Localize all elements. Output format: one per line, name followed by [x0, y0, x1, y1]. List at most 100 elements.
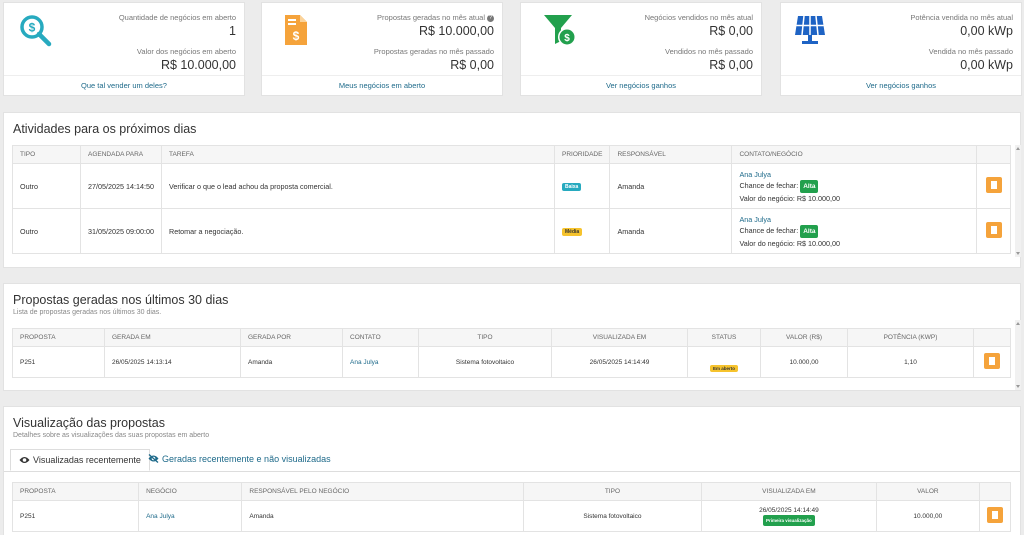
priority-badge: Média	[562, 228, 583, 236]
table-header: PROPOSTA GERADA EM GERADA POR CONTATO TI…	[12, 328, 1011, 347]
section-subtitle: Lista de propostas geradas nos últimos 3…	[13, 309, 162, 316]
document-button[interactable]	[985, 222, 1002, 238]
stat-value-1: R$ 10.000,00	[418, 24, 494, 38]
stat-label-2: Valor dos negócios em aberto	[136, 47, 236, 56]
funnel-dollar-icon: $	[544, 15, 576, 46]
col-proposta: PROPOSTA	[11, 482, 140, 501]
cell-tipo: Sistema fotovoltaico	[418, 346, 552, 378]
stat-value-1: 0,00 kWp	[960, 24, 1013, 38]
stat-link[interactable]: Meus negócios em aberto	[338, 81, 426, 90]
document-button[interactable]	[987, 507, 1003, 523]
tab-divider	[4, 471, 1020, 472]
eye-icon	[19, 451, 30, 472]
col-valor: VALOR (R$)	[760, 328, 848, 347]
col-potencia: POTÊNCIA (KWP)	[847, 328, 974, 347]
activities-panel: Atividades para os próximos dias TIPO AG…	[3, 112, 1021, 268]
scrollbar[interactable]	[1015, 320, 1021, 390]
table-row: P251 Ana Julya Amanda Sistema fotovoltai…	[11, 500, 1011, 532]
invoice-dollar-icon: $	[285, 15, 307, 45]
cell-visualizada: 26/05/2025 14:14:49	[551, 346, 688, 378]
section-title: Visualização das propostas	[13, 416, 165, 430]
chance-line: Chance de fechar: Alta	[739, 179, 969, 193]
col-tipo: TIPO	[12, 145, 81, 164]
col-tarefa: TAREFA	[161, 145, 555, 164]
cell-proposta: P251	[11, 500, 140, 532]
activities-table: TIPO AGENDADA PARA TAREFA PRIORIDADE RES…	[12, 145, 1011, 254]
stat-label-2: Propostas geradas no mês passado	[373, 47, 494, 56]
tab-not-viewed[interactable]: Geradas recentemente e não visualizadas	[140, 449, 339, 471]
cell-actions	[973, 346, 1011, 378]
col-gerada-por: GERADA POR	[240, 328, 343, 347]
stat-link[interactable]: Ver negócios ganhos	[865, 81, 937, 90]
cell-tipo: Outro	[12, 208, 81, 254]
stat-label-2: Vendida no mês passado	[928, 47, 1013, 56]
stat-value-1: 1	[229, 24, 236, 38]
chance-label: Chance de fechar:	[739, 180, 799, 190]
col-valor: VALOR	[875, 482, 981, 501]
priority-badge: Baixa	[562, 183, 582, 191]
cell-tipo: Sistema fotovoltaico	[522, 500, 703, 532]
divider	[262, 75, 502, 76]
cell-contato: Ana Julya Chance de fechar: Alta Valor d…	[731, 208, 978, 254]
stat-value-2: R$ 0,00	[709, 58, 753, 72]
contact-link[interactable]: Ana Julya	[739, 169, 772, 179]
contact-link[interactable]: Ana Julya	[342, 346, 419, 378]
stat-card-power: Potência vendida no mês atual 0,00 kWp V…	[780, 2, 1022, 96]
deal-value: Valor do negócio: R$ 10.000,00	[739, 193, 841, 203]
tab-label: Visualizadas recentemente	[33, 455, 141, 465]
table-row: Outro 27/05/2025 14:14:50 Verificar o qu…	[12, 163, 1011, 209]
cell-contato: Ana Julya Chance de fechar: Alta Valor d…	[731, 163, 978, 209]
contact-link[interactable]: Ana Julya	[739, 214, 772, 224]
cell-gerada-por: Amanda	[240, 346, 343, 378]
svg-text:$: $	[564, 33, 570, 44]
chance-line: Chance de fechar: Alta	[739, 224, 969, 238]
document-button[interactable]	[984, 353, 1000, 369]
stat-link[interactable]: Que tal vender um deles?	[81, 81, 167, 90]
views-table: PROPOSTA NEGÓCIO RESPONSÁVEL PELO NEGÓCI…	[11, 482, 1011, 532]
stat-label-1: Potência vendida no mês atual	[910, 13, 1013, 22]
chance-badge: Alta	[800, 179, 819, 193]
col-responsavel: RESPONSÁVEL	[609, 145, 733, 164]
scrollbar[interactable]	[1015, 145, 1021, 257]
help-icon[interactable]: ?	[487, 15, 494, 22]
stat-value-1: R$ 0,00	[709, 24, 753, 38]
cell-actions	[976, 208, 1011, 254]
deal-link[interactable]: Ana Julya	[138, 500, 243, 532]
divider	[521, 75, 761, 76]
divider	[781, 75, 1021, 76]
cell-responsavel: Amanda	[609, 208, 733, 254]
col-visualizada: VISUALIZADA EM	[701, 482, 877, 501]
stat-value-2: R$ 0,00	[450, 58, 494, 72]
cell-responsavel: Amanda	[241, 500, 524, 532]
first-view-badge: Primeira visualização	[763, 515, 815, 526]
svg-text:$: $	[29, 21, 36, 35]
cell-gerada-em: 26/05/2025 14:13:14	[104, 346, 241, 378]
svg-text:$: $	[293, 29, 300, 43]
col-actions	[976, 145, 1011, 164]
chance-label: Chance de fechar:	[739, 225, 799, 235]
proposals-table: PROPOSTA GERADA EM GERADA POR CONTATO TI…	[12, 328, 1011, 378]
cell-valor: 10.000,00	[760, 346, 848, 378]
col-contato: CONTATO	[342, 328, 419, 347]
stat-link[interactable]: Ver negócios ganhos	[605, 81, 677, 90]
stat-value-2: R$ 10.000,00	[160, 58, 236, 72]
stat-value-2: 0,00 kWp	[960, 58, 1013, 72]
cell-valor: 10.000,00	[875, 500, 981, 532]
divider	[4, 75, 244, 76]
tab-recently-viewed[interactable]: Visualizadas recentemente	[10, 449, 150, 471]
views-panel: Visualização das propostas Detalhes sobr…	[3, 406, 1021, 535]
section-subtitle: Detalhes sobre as visualizações das suas…	[13, 432, 210, 439]
table-row: P251 26/05/2025 14:13:14 Amanda Ana July…	[12, 346, 1011, 378]
cell-prioridade: Baixa	[553, 163, 611, 209]
cell-prioridade: Média	[553, 208, 611, 254]
cell-responsavel: Amanda	[609, 163, 733, 209]
section-title: Atividades para os próximos dias	[13, 122, 197, 136]
tab-label: Geradas recentemente e não visualizadas	[162, 454, 331, 464]
solar-panel-icon	[795, 15, 825, 44]
col-actions	[973, 328, 1011, 347]
col-agendada: AGENDADA PARA	[80, 145, 162, 164]
table-header: TIPO AGENDADA PARA TAREFA PRIORIDADE RES…	[12, 145, 1011, 164]
stat-label-1: Propostas geradas no mês atual?	[377, 13, 494, 22]
cell-tipo: Outro	[12, 163, 81, 209]
document-button[interactable]	[985, 177, 1002, 193]
